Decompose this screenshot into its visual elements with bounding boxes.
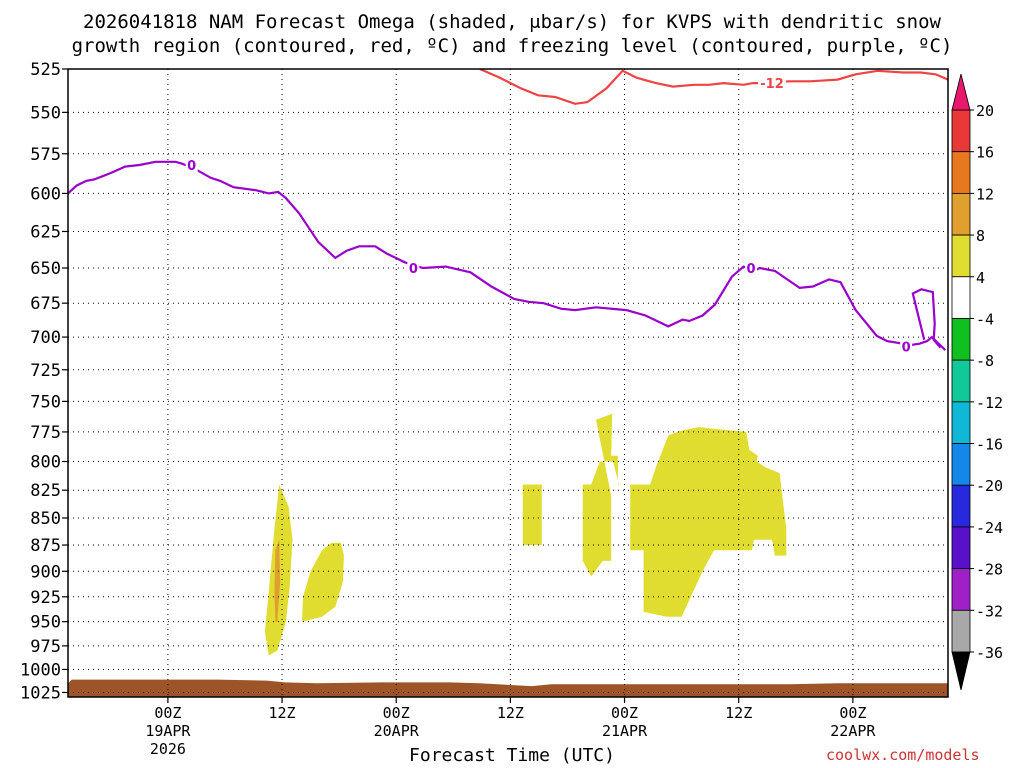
freezing-label-bg-3 xyxy=(900,339,913,354)
freezing-label-bg-1 xyxy=(407,261,420,276)
x-tick-date-78: 22APR xyxy=(830,722,876,740)
y-tick-label-700: 700 xyxy=(30,328,61,348)
colorbar-label--36: -36 xyxy=(976,644,1003,662)
y-tick-label-525: 525 xyxy=(30,60,61,80)
x-tick-date-6: 19APR xyxy=(145,722,191,740)
colorbar-box--8--4 xyxy=(951,318,971,361)
y-tick-label-1025: 1025 xyxy=(20,683,61,703)
colorbar-label-16: 16 xyxy=(976,144,994,162)
colorbar-box--28--24 xyxy=(951,526,971,570)
x-tick-label-42: 12Z xyxy=(497,704,524,722)
y-tick-label-575: 575 xyxy=(30,145,61,165)
colorbar-label--4: -4 xyxy=(976,310,994,328)
y-tick-label-725: 725 xyxy=(30,361,61,381)
x-tick-date-30: 20APR xyxy=(374,722,420,740)
chart-title-line-1: 2026041818 NAM Forecast Omega (shaded, μ… xyxy=(83,11,941,33)
omega-region-2 xyxy=(302,542,344,622)
y-tick-label-800: 800 xyxy=(30,453,61,473)
colorbar-box--12--8 xyxy=(951,359,971,403)
freezing-level-loop xyxy=(911,288,942,349)
colorbar-label-12: 12 xyxy=(976,185,994,203)
y-tick-label-550: 550 xyxy=(30,103,61,123)
freezing-level-label-1: 0 xyxy=(409,262,418,277)
y-tick-label-925: 925 xyxy=(30,588,61,608)
y-tick-label-650: 650 xyxy=(30,259,61,279)
colorbar-label--20: -20 xyxy=(976,477,1003,495)
colorbar-label--24: -24 xyxy=(976,519,1003,537)
freezing-label-bg-2 xyxy=(745,261,758,276)
dgz-contour-label: -12 xyxy=(760,77,784,92)
dgz-label-bg xyxy=(758,76,786,91)
freezing-level-line xyxy=(68,160,947,351)
colorbar-label--32: -32 xyxy=(976,602,1003,620)
colorbar-box-16-20 xyxy=(951,109,971,153)
freezing-level-label-3: 0 xyxy=(902,340,911,355)
terrain-fill xyxy=(68,679,948,697)
colorbar-label--12: -12 xyxy=(976,394,1003,412)
chart-title-line-2: growth region (contoured, red, ºC) and f… xyxy=(71,35,953,57)
watermark: coolwx.com/models xyxy=(826,746,980,764)
omega-region-1 xyxy=(274,539,281,622)
colorbar-box--20--16 xyxy=(951,443,971,486)
x-tick-label-18: 12Z xyxy=(269,704,296,722)
y-tick-label-1000: 1000 xyxy=(20,660,61,680)
omega-region-4 xyxy=(582,413,787,617)
y-tick-label-625: 625 xyxy=(30,222,61,242)
colorbar-box--4-4 xyxy=(951,276,971,319)
y-tick-label-600: 600 xyxy=(30,184,61,204)
y-tick-label-675: 675 xyxy=(30,294,61,314)
colorbar-box--16--12 xyxy=(951,401,971,444)
x-tick-year-6: 2026 xyxy=(150,740,186,758)
x-tick-label-78: 00Z xyxy=(839,704,866,722)
y-tick-label-900: 900 xyxy=(30,562,61,582)
dgz-contour-line xyxy=(479,69,948,105)
colorbar-label-4: 4 xyxy=(976,269,985,287)
colorbar-box--32--28 xyxy=(951,568,971,611)
colorbar-box--24--20 xyxy=(951,484,971,528)
y-tick-label-825: 825 xyxy=(30,481,61,501)
omega-region-3 xyxy=(522,484,542,545)
colorbar-max-arrow xyxy=(951,73,971,111)
y-tick-label-750: 750 xyxy=(30,392,61,412)
x-tick-label-54: 00Z xyxy=(611,704,638,722)
freezing-level-label-0: 0 xyxy=(187,159,196,174)
colorbar-box-4-8 xyxy=(951,234,971,278)
x-tick-label-6: 00Z xyxy=(154,704,181,722)
freezing-level-label-2: 0 xyxy=(747,262,756,277)
x-tick-date-54: 21APR xyxy=(602,722,648,740)
colorbar-box-8-12 xyxy=(951,192,971,236)
y-tick-label-950: 950 xyxy=(30,613,61,633)
y-tick-label-975: 975 xyxy=(30,637,61,657)
x-tick-label-66: 12Z xyxy=(725,704,752,722)
colorbar-box--36--32 xyxy=(951,609,971,653)
colorbar-label--16: -16 xyxy=(976,436,1003,454)
y-tick-label-875: 875 xyxy=(30,536,61,556)
freezing-label-bg-0 xyxy=(185,158,198,173)
y-tick-label-850: 850 xyxy=(30,509,61,529)
colorbar-label--8: -8 xyxy=(976,352,994,370)
colorbar-label-20: 20 xyxy=(976,102,994,120)
x-tick-label-30: 00Z xyxy=(383,704,410,722)
colorbar-min-arrow xyxy=(951,651,971,691)
colorbar-label-8: 8 xyxy=(976,227,985,245)
colorbar-label--28: -28 xyxy=(976,561,1003,579)
plot-frame xyxy=(67,68,949,698)
x-axis-title: Forecast Time (UTC) xyxy=(409,745,615,766)
y-tick-label-775: 775 xyxy=(30,423,61,443)
colorbar-box-12-16 xyxy=(951,151,971,194)
